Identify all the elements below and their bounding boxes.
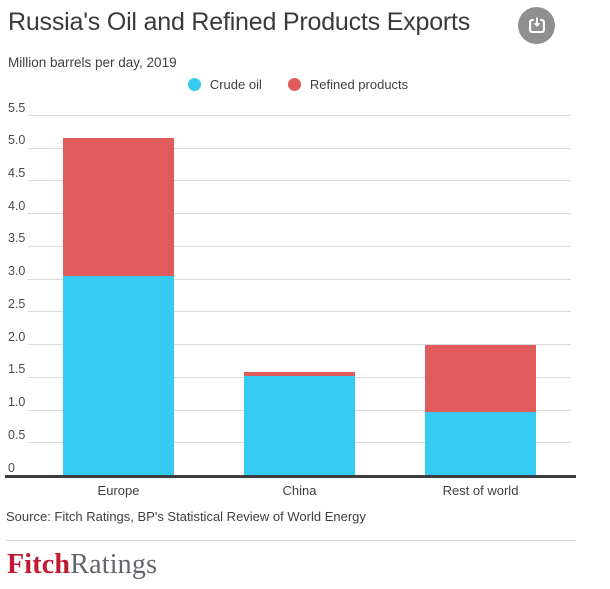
download-icon [526,15,548,37]
gridline [28,311,571,313]
gridline [28,213,571,215]
x-axis-labels: Europe China Rest of world [28,483,571,501]
gridline [28,147,571,149]
y-tick-label: 0 [8,460,15,475]
x-category-label: Rest of world [442,483,519,498]
gridline [28,344,571,346]
y-tick-label: 4.0 [8,198,26,213]
bar-segment-crude-oil-china [244,375,355,475]
legend-dot [287,78,301,91]
logo-fitch-text: Fitch [7,549,71,580]
source-note: Source: Fitch Ratings, BP's Statistical … [6,509,366,524]
y-tick-label: 1.5 [8,362,26,377]
gridline [28,115,571,116]
download-button[interactable] [518,7,555,44]
chart-legend: Crude oil Refined products [0,77,596,92]
bar-segment-refined-products-rest-of-world [425,344,536,413]
chart-title: Russia's Oil and Refined Products Export… [8,8,471,36]
y-tick-label: 5.5 [8,100,26,115]
legend-item-refined-products: Refined products [287,77,409,92]
legend-item-crude-oil: Crude oil [187,77,262,92]
legend-label: Refined products [309,77,409,92]
gridline [28,278,571,280]
x-axis-line [5,475,576,478]
stacked-bar-chart: 0 0.5 1.0 1.5 2.0 2.5 3.0 3.5 4.0 4.5 5.0 5.5 [0,101,610,478]
legend-dot [187,78,201,91]
x-category-label: China [282,483,317,498]
y-tick-label: 1.0 [8,395,26,410]
x-category-label: Europe [97,483,140,498]
legend-label: Crude oil [209,77,262,92]
chart-subtitle: Million barrels per day, 2019 [8,55,177,70]
footer-divider [6,540,576,541]
bar-segment-refined-products-china [244,371,355,376]
gridline [28,180,571,182]
y-tick-label: 3.5 [8,231,26,246]
plot-area [28,115,571,475]
y-tick-label: 2.0 [8,329,26,344]
y-tick-label: 5.0 [8,133,26,148]
y-tick-label: 4.5 [8,165,26,180]
gridline [28,245,571,247]
y-tick-label: 3.0 [8,264,26,279]
bar-segment-crude-oil-rest-of-world [425,412,536,475]
fitchratings-logo: FitchRatings [7,548,157,582]
logo-ratings-text: Ratings [70,549,158,580]
bar-segment-crude-oil-europe [63,276,174,475]
y-tick-label: 2.5 [8,296,26,311]
bar-segment-refined-products-europe [63,137,174,277]
y-tick-label: 0.5 [8,427,26,442]
